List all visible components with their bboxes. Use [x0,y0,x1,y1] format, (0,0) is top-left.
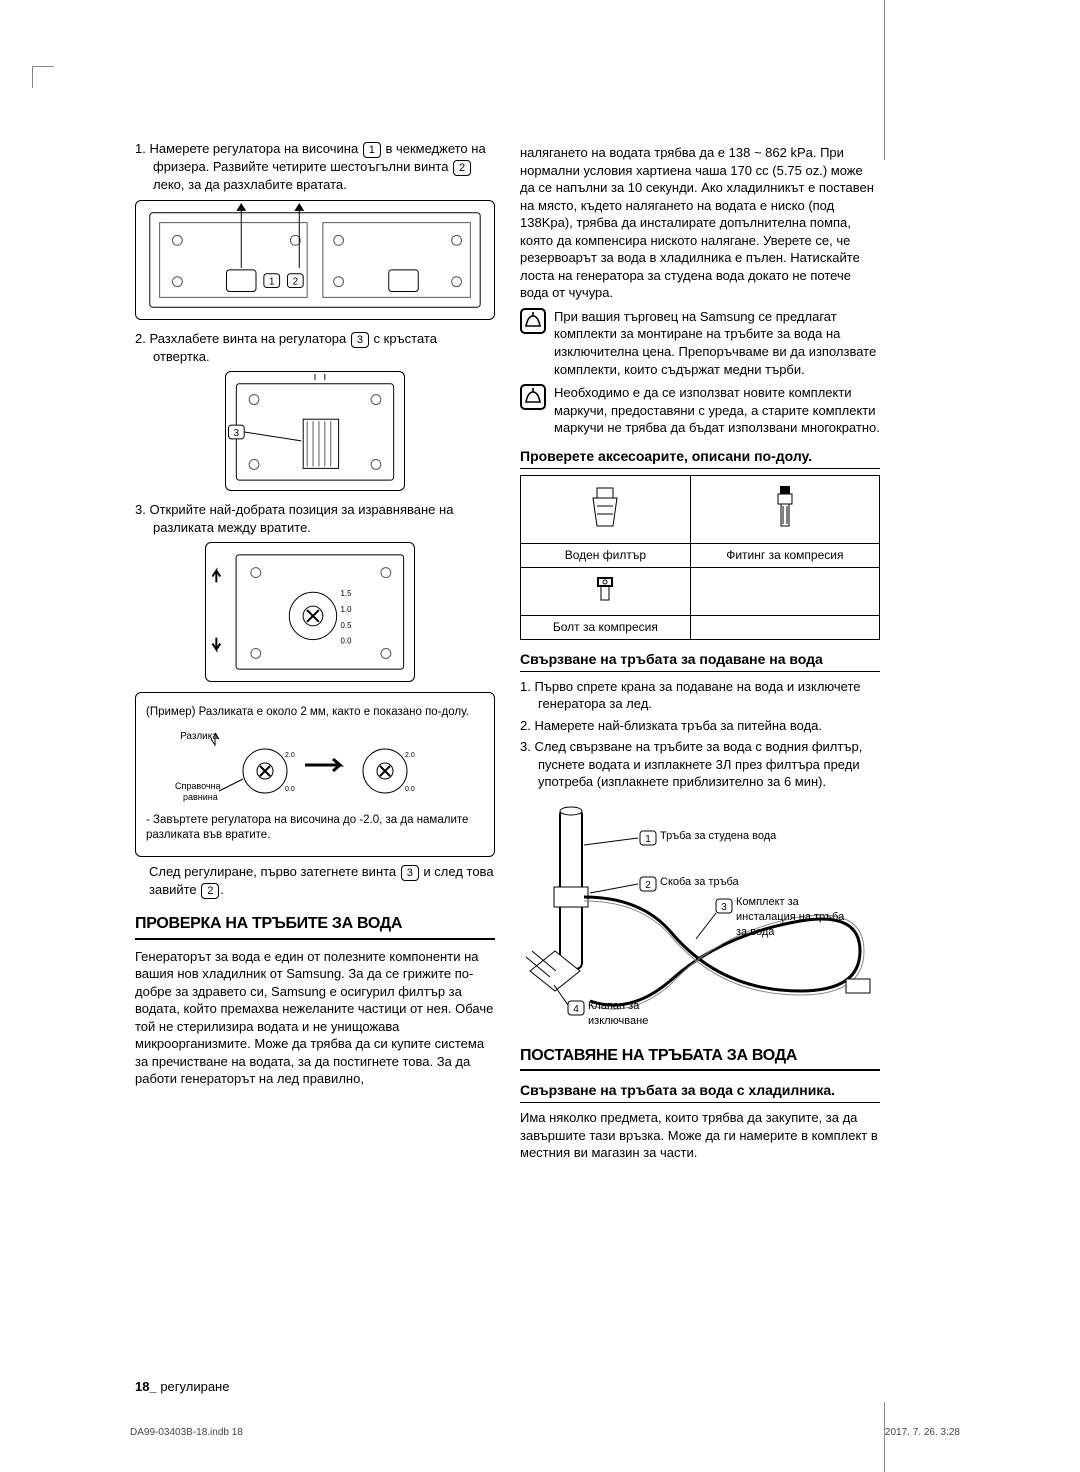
note-icon-1 [520,308,546,334]
sub-accessories: Проверете аксесоарите, описани по-долу. [520,447,880,469]
pipe-figure: 1 2 3 4 Тръба за студена вода Скоба за т… [520,801,880,1031]
svg-text:Справочна: Справочна [175,781,221,791]
s2-step3: 3. След свързване на тръбите за вода с в… [520,738,880,791]
pipe-lbl-2: Скоба за тръба [660,875,739,890]
example-svg: Разлика Справочна равнина 2.0 0.0 2.0 0.0 [146,725,484,805]
s2-step2: 2. Намерете най-близката тръба за питейн… [520,717,880,735]
print-metadata: DA99-03403B-18.indb 18 2017. 7. 26. 3:28 [130,1427,960,1438]
step1-text-c: леко, за да разхлабите вратата. [153,177,347,192]
svg-text:0.5: 0.5 [341,621,353,630]
section-install-pipe: ПОСТАВЯНЕ НА ТРЪБАТА ЗА ВОДА [520,1045,880,1072]
page-footer: 18_ регулиране [135,1379,229,1394]
footer-section: регулиране [160,1379,229,1394]
part-img-4 [690,567,879,615]
circled-2b: 2 [201,883,219,899]
note-2-text: Необходимо е да се използват новите комп… [554,384,880,437]
figure-1: 1 2 [135,200,495,320]
example-head: (Пример) Разликата е около 2 мм, както е… [146,705,484,721]
part-lbl-1: Воден филтър [521,543,691,567]
note-icon-2 [520,384,546,410]
step2-text-a: 2. Разхлабете винта на регулатора [135,331,346,346]
svg-text:равнина: равнина [183,792,218,802]
svg-text:1.0: 1.0 [341,605,353,614]
svg-text:2: 2 [645,880,651,891]
note-1-text: При вашия търговец на Samsung се предлаг… [554,308,880,378]
part-lbl-3: Болт за компресия [521,615,691,639]
cont-para: налягането на водата трябва да е 138 ~ 8… [520,144,880,302]
svg-text:0.0: 0.0 [285,786,295,793]
svg-text:0.0: 0.0 [341,637,353,646]
install-para: Има няколко предмета, които трябва да за… [520,1109,880,1162]
step-3: 3. Открийте най-добрата позиция за израв… [135,501,495,536]
figure-1-svg: 1 2 [136,201,494,319]
circled-1: 1 [363,142,381,158]
doc-id: DA99-03403B-18.indb 18 [130,1427,243,1438]
svg-text:3: 3 [721,902,727,913]
circled-3b: 3 [401,865,419,881]
water-check-para: Генераторът за вода е един от полезните … [135,948,495,1088]
example-box: (Пример) Разликата е около 2 мм, както е… [135,692,495,857]
step-2: 2. Разхлабете винта на регулатора 3 с кр… [135,330,495,366]
circled-2: 2 [453,160,471,176]
svg-text:3: 3 [234,428,240,439]
right-column: налягането на водата трябва да е 138 ~ 8… [520,140,880,1412]
parts-table: Воден филтър Фитинг за компресия Болт за… [520,475,880,640]
after-a: След регулиране, първо затегнете винта [149,864,396,879]
figure-2: 3 [225,371,405,491]
part-lbl-2: Фитинг за компресия [690,543,879,567]
left-column: 1. Намерете регулатора на височина 1 в ч… [135,140,495,1412]
figure-3: 1.5 1.0 0.5 0.0 [205,542,415,682]
page-number: 18_ [135,1379,157,1394]
print-timestamp: 2017. 7. 26. 3:28 [885,1427,960,1438]
pipe-lbl-1: Тръба за студена вода [660,829,776,844]
after-adjust: След регулиране, първо затегнете винта 3… [135,863,495,899]
svg-text:1.5: 1.5 [341,589,353,598]
sub-connect-fridge: Свързване на тръбата за вода с хладилник… [520,1081,880,1103]
svg-text:1: 1 [269,276,274,287]
example-note: - Завъртете регулатора на височина до -2… [146,813,484,844]
svg-text:2.0: 2.0 [405,752,415,759]
part-lbl-4 [690,615,879,639]
pipe-lbl-3: Комплект за инсталация на тръба за вода [736,895,856,940]
page-container: 1. Намерете регулатора на височина 1 в ч… [0,0,1080,1472]
note-2: Необходимо е да се използват новите комп… [520,384,880,437]
svg-text:2: 2 [293,276,298,287]
circled-3a: 3 [351,332,369,348]
svg-text:0.0: 0.0 [405,786,415,793]
figure-3-svg: 1.5 1.0 0.5 0.0 [206,543,414,681]
ex-lbl1-svg: Разлика [180,731,218,742]
note-1: При вашия търговец на Samsung се предлаг… [520,308,880,378]
part-img-2 [690,475,879,543]
part-img-3 [521,567,691,615]
s2-step1: 1. Първо спрете крана за подаване на вод… [520,678,880,713]
pipe-lbl-4: Клапан за изключване [588,999,678,1029]
svg-text:4: 4 [573,1004,579,1015]
part-img-1 [521,475,691,543]
step1-text-a: 1. Намерете регулатора на височина [135,141,358,156]
figure-2-svg: 3 [226,372,404,490]
svg-text:1: 1 [645,834,651,845]
sub-connect-supply: Свързване на тръбата за подаване на вода [520,650,880,672]
section-water-check: ПРОВЕРКА НА ТРЪБИТЕ ЗА ВОДА [135,913,495,940]
svg-text:2.0: 2.0 [285,752,295,759]
step-1: 1. Намерете регулатора на височина 1 в ч… [135,140,495,194]
